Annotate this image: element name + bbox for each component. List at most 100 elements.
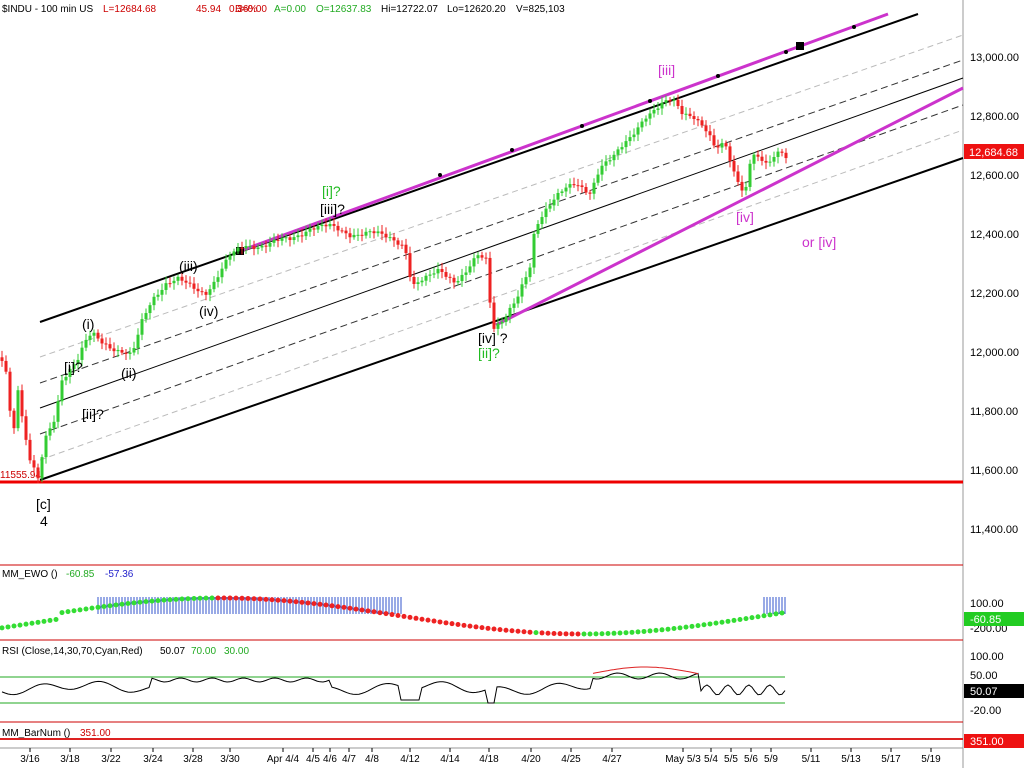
candle-body <box>108 344 112 349</box>
ewo-dot <box>773 611 779 617</box>
candle-body <box>396 240 400 245</box>
ewo-dot <box>365 608 371 614</box>
candle-body <box>216 277 220 282</box>
candle-body <box>660 102 664 109</box>
rsi-line <box>1 672 786 704</box>
price-axis: 13,000.00 12,800.00 12,600.00 12,400.00 … <box>964 52 1024 536</box>
candle-body <box>44 435 48 458</box>
candle-body <box>52 421 56 429</box>
candle-body <box>32 460 36 468</box>
ewo-dot <box>131 600 137 606</box>
candle-body <box>652 109 656 114</box>
ewo-panel: MM_EWO () -60.85 -57.36 100.00 -200.00 -… <box>0 569 1024 637</box>
candle-body <box>180 276 184 281</box>
ewo-dot <box>269 597 275 603</box>
ewo-dot <box>95 604 101 610</box>
ewo-dot <box>767 612 773 618</box>
channel-marker <box>648 99 652 103</box>
candle-body <box>316 226 320 230</box>
candle-body <box>116 349 120 352</box>
ewo-dot <box>287 598 293 604</box>
ewo-dot <box>185 596 191 602</box>
ewo-value-2: -57.36 <box>105 569 134 580</box>
candle-body <box>736 171 740 182</box>
ewo-dot <box>743 616 749 622</box>
candle-body <box>64 376 68 381</box>
ewo-dot <box>221 595 227 601</box>
ewo-dot <box>581 631 587 637</box>
ewo-dot <box>101 603 107 609</box>
candle-body <box>276 239 280 241</box>
ewo-dot <box>347 605 353 611</box>
candle-body <box>332 224 336 226</box>
candle-body <box>520 284 524 297</box>
ewo-dot <box>173 596 179 602</box>
price-tick: 11,800.00 <box>970 406 1018 418</box>
candle-body <box>412 277 416 284</box>
ewo-dot <box>641 628 647 634</box>
candle-body <box>232 251 236 256</box>
wave-label-iv-magenta: [iv] <box>736 209 754 225</box>
ewo-dot <box>323 602 329 608</box>
ewo-badge-text: -60.85 <box>970 614 1001 626</box>
date-tick-label: 3/22 <box>101 754 121 765</box>
channel-mid <box>39 77 964 409</box>
ewo-dot <box>485 625 491 631</box>
candle-body <box>48 428 52 436</box>
ewo-tick: 100.00 <box>970 598 1004 610</box>
candle-body <box>772 156 776 162</box>
date-tick-label: 4/8 <box>365 754 379 765</box>
candle-body <box>592 182 596 194</box>
channel-dash-2 <box>39 59 964 384</box>
candle-body <box>608 160 612 162</box>
ewo-dot <box>755 614 761 620</box>
wave-label-4: 4 <box>40 513 48 529</box>
candle-body <box>500 321 504 324</box>
rsi-value-1: 50.07 <box>160 646 185 657</box>
candle-body <box>280 238 284 241</box>
price-tick: 12,600.00 <box>970 170 1019 182</box>
candle-body <box>584 187 588 193</box>
candle-body <box>456 281 460 283</box>
candle-body <box>684 113 688 115</box>
candle-body <box>476 255 480 259</box>
candle-body <box>268 242 272 247</box>
candle-body <box>768 161 772 163</box>
ewo-dot <box>41 618 47 624</box>
candle-body <box>672 99 676 101</box>
ewo-value-1: -60.85 <box>66 569 95 580</box>
ewo-dot <box>23 621 29 627</box>
candle-body <box>528 267 532 278</box>
header-b: B=0.00 <box>235 4 267 15</box>
ewo-dot <box>233 595 239 601</box>
candle-body <box>404 244 408 254</box>
channel-upper <box>39 13 919 323</box>
candle-body <box>348 233 352 238</box>
candle-body <box>364 231 368 236</box>
ewo-dot <box>725 618 731 624</box>
candle-body <box>376 231 380 234</box>
rsi-overbought-line <box>592 666 699 675</box>
header-symbol: $INDU - 100 min US <box>2 4 93 15</box>
candle-body <box>784 152 788 159</box>
candle-body <box>336 225 340 231</box>
ewo-dot <box>617 630 623 636</box>
candle-body <box>700 120 704 126</box>
ewo-dot <box>35 619 41 625</box>
ewo-dot <box>593 631 599 637</box>
date-tick-label: 4/14 <box>440 754 460 765</box>
candle-body <box>680 105 684 115</box>
candle-body <box>436 269 440 274</box>
candle-body <box>448 276 452 278</box>
date-tick-label: 4/5 <box>306 754 320 765</box>
candle-body <box>176 276 180 281</box>
ewo-dot <box>713 620 719 626</box>
barnum-badge-text: 351.00 <box>970 736 1004 748</box>
ewo-dot <box>143 599 149 605</box>
ewo-badge <box>964 612 1024 626</box>
ewo-dot <box>425 617 431 623</box>
ewo-dot <box>707 621 713 627</box>
ewo-dot <box>161 597 167 603</box>
ewo-dot <box>137 599 143 605</box>
